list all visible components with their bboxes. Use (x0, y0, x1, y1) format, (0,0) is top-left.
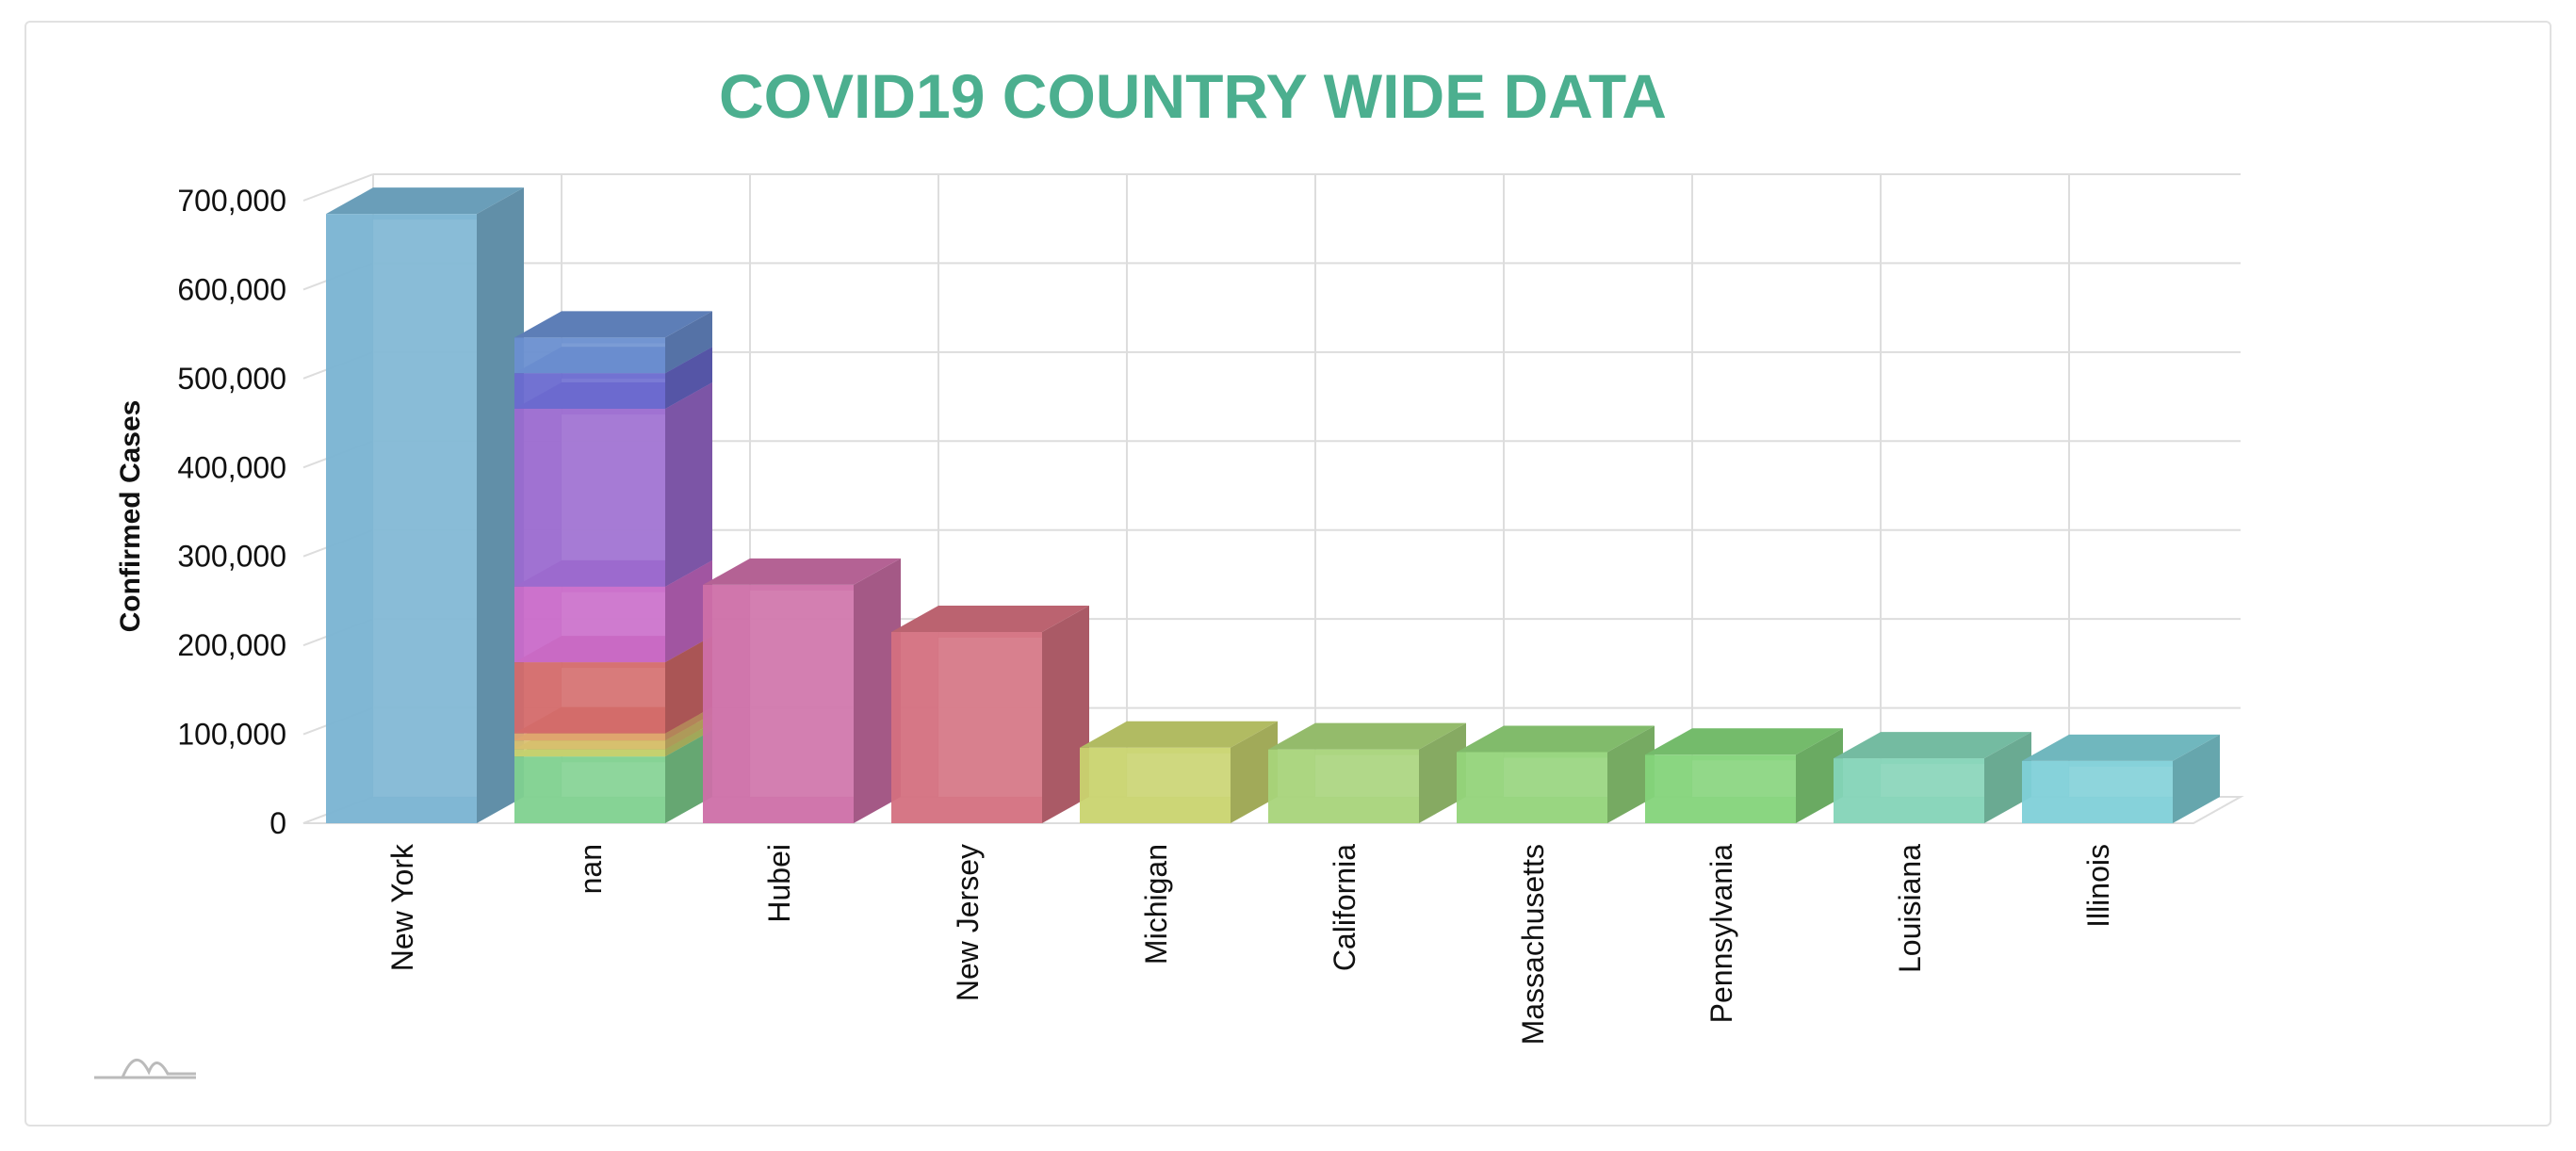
y-axis-label: Confirmed Cases (115, 400, 146, 633)
bar (2022, 734, 2220, 823)
bar (1645, 728, 1843, 823)
bar (1457, 725, 1655, 823)
x-axis-ticks: New York nan Hubei New Jersey Michigan Califo… (385, 843, 2115, 1045)
bar-segment (514, 381, 712, 587)
bar (1268, 722, 1466, 823)
x-tick-label: Pennsylvania (1704, 844, 1738, 1024)
y-tick-label: 400,000 (177, 450, 286, 484)
y-tick-label: 100,000 (177, 718, 286, 752)
x-tick-label: Michigan (1139, 844, 1173, 965)
x-tick-label: Hubei (762, 844, 796, 923)
y-tick-label: 500,000 (177, 362, 286, 396)
x-tick-label: New Jersey (951, 844, 985, 1001)
y-tick-label: 200,000 (177, 628, 286, 662)
x-tick-label: Massachusetts (1516, 844, 1550, 1045)
y-tick-label: 300,000 (177, 540, 286, 574)
bar (326, 187, 524, 823)
y-tick-label: 600,000 (177, 272, 286, 306)
bar (891, 605, 1089, 823)
y-tick-label: 700,000 (177, 184, 286, 218)
bar-segment (514, 311, 712, 374)
chart-title: COVID19 COUNTRY WIDE DATA (719, 61, 1667, 131)
y-axis-ticks: 0 100,000 200,000 300,000 400,000 500,000 600,… (177, 184, 286, 840)
bars (326, 187, 2220, 823)
bar (703, 558, 901, 823)
x-tick-label: Illinois (2081, 844, 2115, 928)
x-tick-label: California (1328, 844, 1361, 971)
y-tick-label: 0 (269, 806, 286, 840)
grid-side-line (302, 173, 374, 202)
logo-icon (94, 1059, 196, 1079)
bar (1080, 721, 1278, 823)
x-tick-label: Louisiana (1893, 844, 1927, 973)
bar (1834, 732, 2031, 823)
x-tick-label: New York (385, 843, 419, 971)
x-tick-label: nan (574, 844, 608, 894)
bar-segment (514, 730, 712, 823)
